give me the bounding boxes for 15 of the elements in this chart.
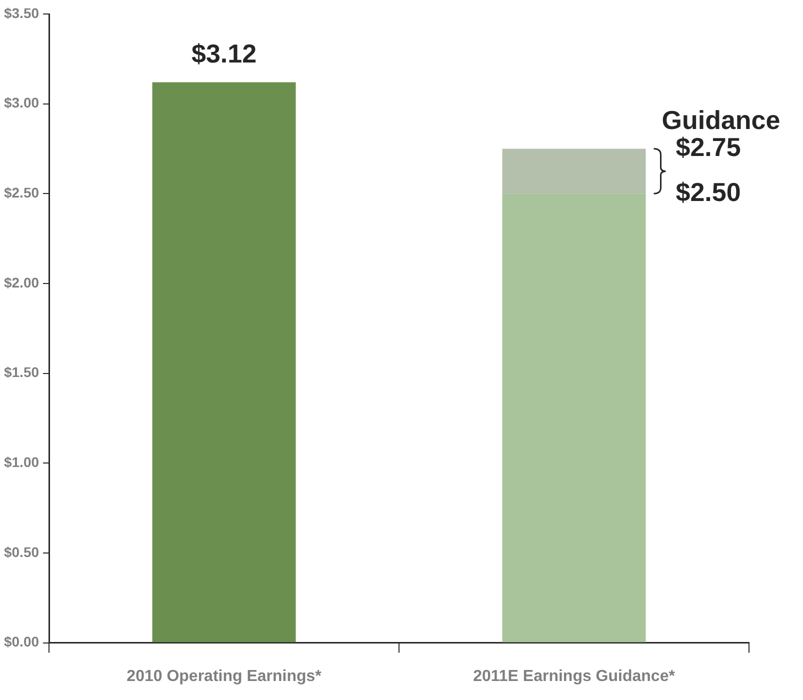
x-tick-label: 2010 Operating Earnings* [126, 668, 322, 685]
y-tick-label: $2.00 [4, 274, 40, 290]
annotation: $2.50 [676, 176, 741, 207]
y-tick-label: $3.50 [4, 4, 40, 21]
bar [152, 82, 296, 642]
bar [502, 194, 646, 642]
y-tick-label: $0.50 [4, 544, 40, 560]
bar [502, 148, 646, 194]
y-tick-label: $0.00 [4, 634, 40, 650]
x-tick-label: 2011E Earnings Guidance* [473, 668, 676, 685]
y-tick-label: $1.50 [4, 364, 40, 380]
data-label: $3.12 [191, 38, 257, 68]
y-tick-label: $3.00 [4, 94, 40, 111]
y-tick-label: $2.50 [4, 184, 40, 201]
y-tick-label: $1.00 [4, 454, 40, 470]
